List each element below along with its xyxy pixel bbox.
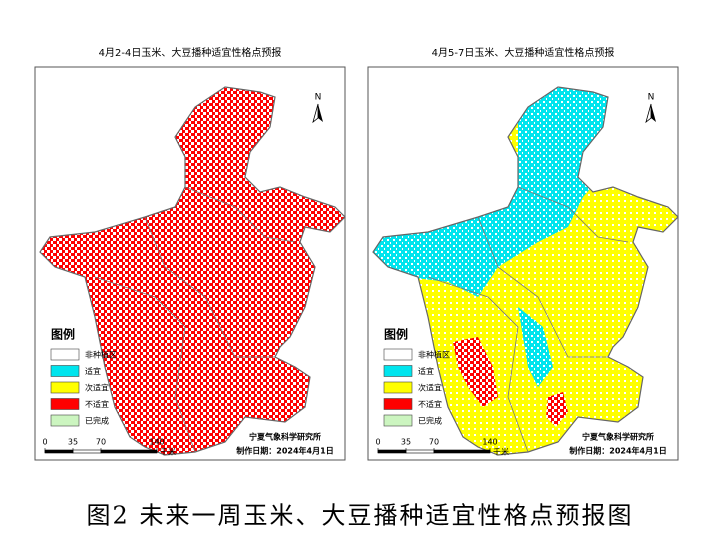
- legend-label: 次适宜: [85, 383, 109, 393]
- county-border: [477, 216, 608, 358]
- legend-swatch: [383, 398, 413, 410]
- legend-swatch: [50, 348, 80, 361]
- scale-unit: 千米: [160, 447, 176, 457]
- scale-label: 35: [401, 438, 411, 447]
- legend-swatch: [383, 414, 413, 427]
- legend-title: 图例: [384, 327, 408, 342]
- legend-swatch: [383, 348, 413, 361]
- county-border: [517, 186, 629, 243]
- scale-label: 0: [42, 438, 47, 447]
- legend-label: 已完成: [418, 416, 442, 426]
- county-border: [144, 216, 275, 358]
- date: 制作日期：2024年4月1日: [569, 446, 666, 456]
- region-fill: [453, 337, 498, 407]
- scale-segment: [44, 449, 74, 454]
- north-label: N: [315, 93, 322, 103]
- scale-unit: 千米: [493, 447, 509, 457]
- date: 制作日期：2024年4月1日: [236, 446, 333, 456]
- north-arrow: [318, 104, 323, 122]
- credit: 宁夏气象科学研究所: [582, 432, 654, 442]
- caption: 图2 未来一周玉米、大豆播种适宜性格点预报图: [87, 502, 634, 530]
- province-outline: [372, 86, 679, 456]
- province-outline: [39, 86, 346, 456]
- scale-label: 35: [68, 438, 78, 447]
- legend-label: 非种植区: [85, 350, 117, 360]
- legend-swatch: [50, 381, 80, 394]
- legend-swatch: [383, 365, 413, 377]
- legend-label: 适宜: [418, 366, 434, 376]
- legend-swatch: [50, 398, 80, 410]
- scale-label: 70: [429, 438, 439, 447]
- legend-label: 次适宜: [418, 383, 442, 393]
- scale-segment: [100, 449, 158, 454]
- north-label: N: [648, 93, 655, 103]
- county-border: [94, 276, 196, 453]
- legend-label: 不适宜: [85, 399, 109, 409]
- map-title: 4月2-4日玉米、大豆播种适宜性格点预报: [99, 46, 282, 59]
- legend-label: 适宜: [85, 366, 101, 376]
- region-fill: [518, 307, 553, 387]
- scale-label: 70: [96, 438, 106, 447]
- scale-label: 0: [375, 438, 380, 447]
- scale-segment: [377, 449, 407, 454]
- legend-label: 不适宜: [418, 399, 442, 409]
- scale-segment: [72, 449, 102, 454]
- legend-swatch: [383, 381, 413, 394]
- legend-label: 非种植区: [418, 350, 450, 360]
- credit: 宁夏气象科学研究所: [249, 432, 321, 442]
- scale-segment: [405, 449, 435, 454]
- region-fill: [373, 87, 628, 297]
- legend-swatch: [50, 365, 80, 377]
- north-arrow: [651, 104, 656, 122]
- county-border: [427, 276, 529, 453]
- region-fill: [40, 87, 345, 455]
- region-fill: [546, 392, 568, 427]
- legend-label: 已完成: [85, 416, 109, 426]
- legend-swatch: [50, 414, 80, 427]
- scale-label: 140: [482, 438, 497, 447]
- county-border: [184, 186, 296, 243]
- legend-title: 图例: [51, 327, 75, 342]
- scale-label: 140: [149, 438, 164, 447]
- scale-segment: [433, 449, 491, 454]
- map-title: 4月5-7日玉米、大豆播种适宜性格点预报: [432, 46, 615, 59]
